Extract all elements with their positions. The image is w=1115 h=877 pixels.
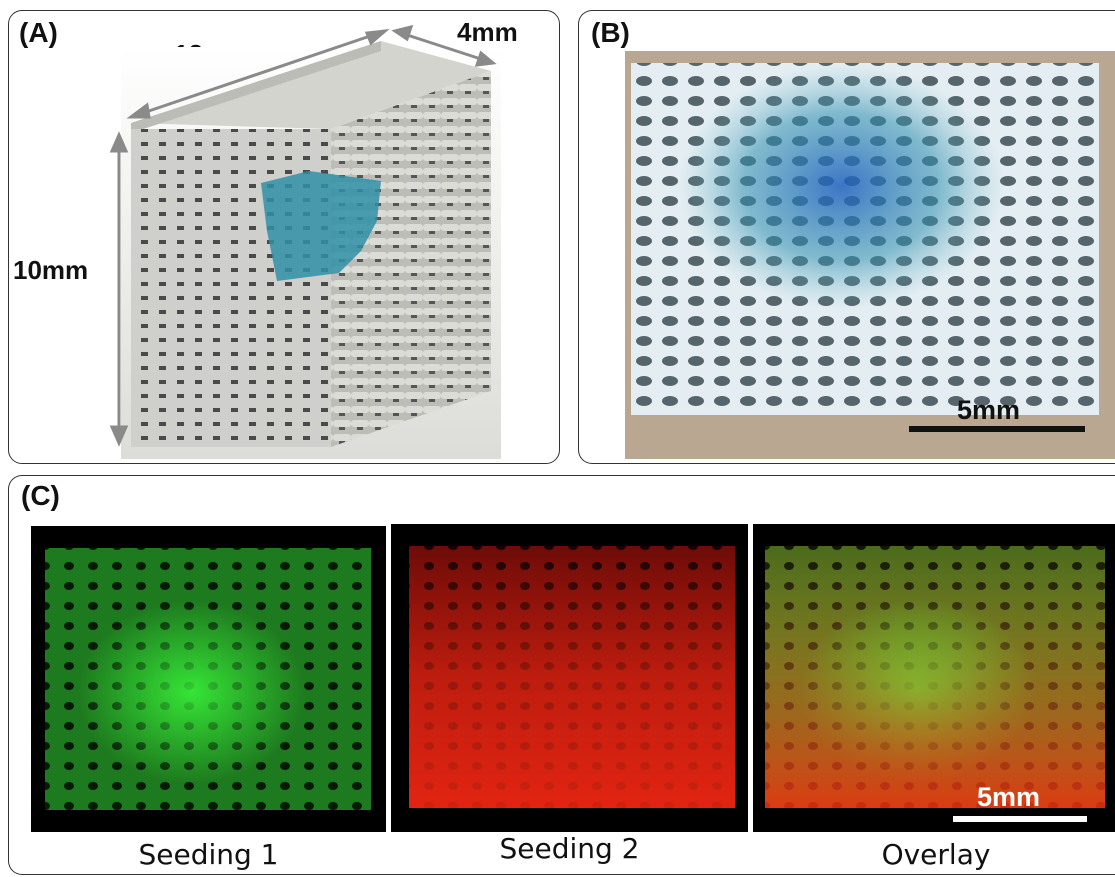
seeding-1-caption: Seeding 1 (138, 838, 279, 871)
height-arrow-head-bottom (109, 425, 129, 447)
depth-arrow-head-left (391, 24, 414, 42)
panel-c-label: (C) (21, 480, 60, 511)
depth-dimension-label: 4mm (457, 17, 518, 47)
overlay-red-signal (765, 546, 1105, 808)
blue-dye-stain (631, 63, 1099, 415)
panel-b: (B) 5mm (578, 10, 1115, 464)
width-arrow-head-left (126, 102, 151, 119)
scaffold-cad-render (109, 24, 501, 459)
panel-b-scale-bar (909, 426, 1085, 432)
width-arrow-head-right (364, 28, 390, 46)
seeding-2-caption: Seeding 2 (499, 832, 640, 865)
panel-c-scale-label: 5mm (977, 782, 1041, 812)
scaffold-photo (625, 51, 1115, 459)
panel-b-label: (B) (591, 17, 630, 48)
depth-arrow (400, 31, 488, 63)
overlay-image (753, 524, 1115, 832)
panel-c: (C) (8, 475, 1115, 875)
panel-b-scale-label: 5mm (957, 395, 1021, 425)
panel-c-scale-bar (953, 816, 1087, 822)
overlay-caption: Overlay (881, 838, 991, 871)
width-arrow (136, 31, 380, 117)
seeding-1-green-signal (45, 548, 371, 810)
height-arrow-head-top (109, 131, 129, 153)
seeding-2-red-signal (409, 546, 735, 808)
blue-dye-region (261, 171, 381, 281)
panel-a: (A) 12mm 4mm 10mm (8, 10, 560, 464)
dimension-arrows (109, 24, 497, 447)
side-face (331, 71, 491, 447)
seeding-1-image (31, 526, 386, 832)
fluorescence-images (31, 524, 1115, 832)
panel-a-label: (A) (19, 17, 58, 48)
depth-arrow-head-right (474, 50, 497, 67)
seeding-2-image (391, 524, 748, 832)
top-rods (131, 41, 491, 133)
height-dimension-label: 10mm (13, 255, 89, 285)
